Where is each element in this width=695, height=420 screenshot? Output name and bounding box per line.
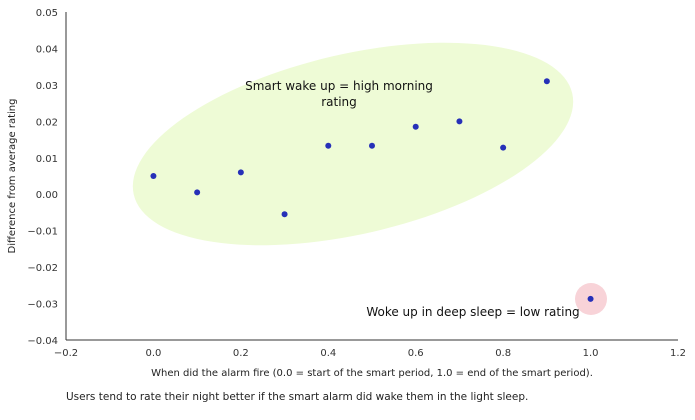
y-tick-label: 0.03 bbox=[36, 81, 58, 92]
data-point bbox=[325, 142, 332, 149]
x-tick-label: 0.2 bbox=[233, 348, 249, 359]
high-rating-highlight bbox=[132, 42, 574, 246]
y-tick-label: −0.01 bbox=[27, 227, 58, 238]
x-tick-label: 1.2 bbox=[670, 348, 686, 359]
y-tick-label: 0.04 bbox=[36, 44, 58, 55]
data-point bbox=[587, 295, 594, 302]
x-tick-label: 0.0 bbox=[145, 348, 161, 359]
x-tick-label: 0.8 bbox=[495, 348, 511, 359]
data-point bbox=[543, 78, 550, 85]
data-point bbox=[456, 118, 463, 125]
data-point bbox=[500, 144, 507, 151]
data-point bbox=[237, 169, 244, 176]
x-axis-label: When did the alarm fire (0.0 = start of … bbox=[151, 368, 593, 379]
annotation-high-rating-line2: rating bbox=[321, 95, 357, 109]
data-point bbox=[369, 142, 375, 149]
data-points bbox=[150, 78, 594, 302]
x-tick-label: 1.0 bbox=[583, 348, 599, 359]
data-point bbox=[150, 173, 157, 179]
y-tick-label: 0.02 bbox=[36, 117, 58, 128]
y-tick-label: −0.04 bbox=[27, 336, 58, 347]
figure-caption: Users tend to rate their night better if… bbox=[66, 391, 529, 403]
data-point bbox=[281, 211, 288, 218]
y-tick-label: 0.00 bbox=[36, 190, 58, 201]
x-tick-label: 0.4 bbox=[320, 348, 336, 359]
y-tick-label: −0.03 bbox=[27, 300, 58, 311]
y-tick-label: 0.05 bbox=[36, 8, 58, 19]
data-point bbox=[412, 123, 419, 130]
y-axis-label: Difference from average rating bbox=[7, 99, 18, 254]
x-tick-label: 0.6 bbox=[408, 348, 424, 359]
y-tick-label: 0.01 bbox=[36, 154, 58, 165]
y-tick-label: −0.02 bbox=[27, 263, 58, 274]
data-point bbox=[194, 189, 201, 196]
annotation-high-rating-line1: Smart wake up = high morning bbox=[245, 79, 433, 93]
x-tick-label: −0.2 bbox=[54, 348, 78, 359]
annotation-low-rating: Woke up in deep sleep = low rating bbox=[366, 305, 579, 319]
x-ticks: −0.2 0.0 0.2 0.4 0.6 0.8 1.0 1.2 bbox=[54, 348, 686, 359]
y-ticks: 0.05 0.04 0.03 0.02 0.01 0.00 −0.01 −0.02 −0.03 −… bbox=[27, 8, 58, 347]
